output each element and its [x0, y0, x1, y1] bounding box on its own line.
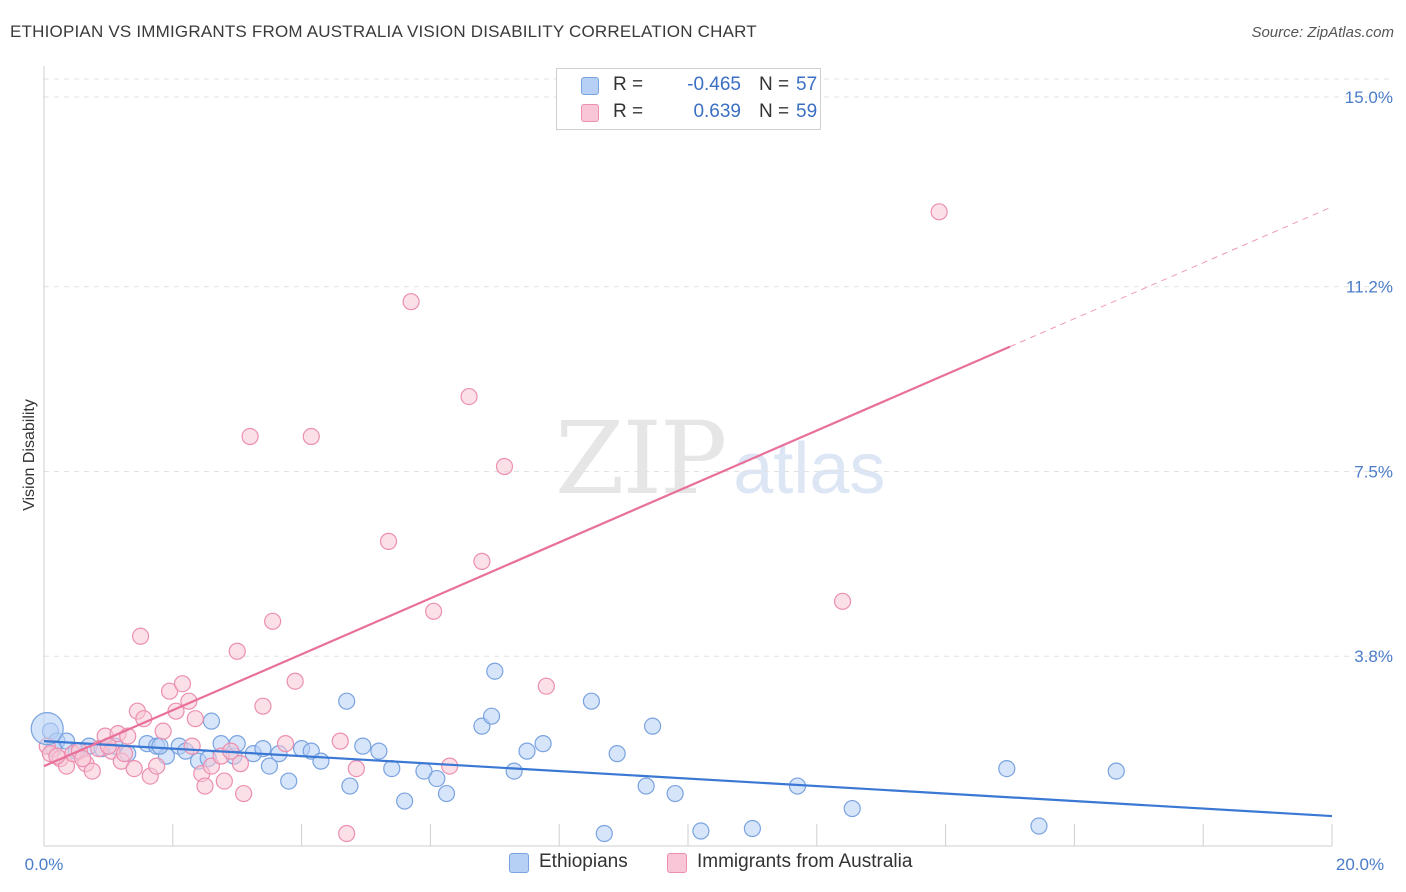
australia-point — [402, 293, 420, 311]
ethiopian-point — [486, 662, 504, 680]
ethiopian-point — [637, 777, 655, 795]
australia-point — [254, 697, 272, 715]
ethiopian-point — [437, 784, 456, 803]
ethiopian-point — [202, 712, 221, 730]
australia-point — [196, 777, 214, 795]
australia-point — [125, 759, 143, 778]
ethiopian-point — [843, 799, 861, 818]
legend-r-value: 0.639 — [693, 101, 741, 122]
ethiopian-point — [338, 692, 356, 710]
y-tick-label: 11.2% — [1346, 278, 1393, 297]
ethiopian-cluster-point — [30, 712, 64, 746]
legend-swatch-pink — [581, 104, 599, 122]
stats-legend: R = -0.465 N = 57 R = 0.639 N = 59 — [556, 68, 821, 130]
ethiopian-point — [1107, 762, 1125, 780]
ethiopian-point — [595, 824, 613, 843]
ethiopian-point — [383, 759, 401, 778]
australia-point — [241, 427, 259, 446]
ethiopian-point — [505, 762, 523, 780]
australia-point — [379, 532, 398, 550]
australia-trend-line — [43, 345, 1011, 768]
bottom-legend-label: Ethiopians — [539, 851, 628, 872]
legend-r-value: -0.465 — [687, 74, 741, 95]
australia-point — [473, 552, 491, 570]
bottom-legend-label: Immigrants from Australia — [697, 851, 913, 872]
australia-point — [930, 203, 948, 221]
ethiopian-point — [312, 752, 330, 770]
australia-trend-extension — [1009, 206, 1333, 348]
watermark-zip: ZIP — [555, 400, 727, 517]
australia-point — [115, 745, 134, 763]
australia-point — [173, 675, 192, 693]
ethiopian-point — [692, 822, 710, 840]
ethiopian-point — [666, 784, 684, 803]
legend-n-label: N = — [759, 74, 790, 95]
australia-point — [302, 427, 320, 446]
australia-point — [148, 757, 166, 775]
australia-point — [183, 737, 201, 755]
ethiopian-point — [396, 792, 414, 810]
bottom-legend-swatch-blue — [509, 853, 529, 873]
australia-point — [495, 457, 514, 476]
ethiopian-point — [370, 742, 388, 760]
ethiopian-point — [643, 717, 662, 735]
australia-point — [286, 672, 304, 690]
ethiopian-point — [998, 759, 1016, 778]
australia-point — [264, 612, 282, 630]
y-tick-label: 7.5% — [1354, 462, 1393, 481]
australia-point — [186, 710, 204, 728]
ethiopian-trend-line — [43, 740, 1333, 818]
bottom-legend-swatch-pink — [667, 853, 687, 873]
watermark: ZIP atlas — [555, 400, 885, 517]
ethiopian-point — [482, 707, 501, 725]
australia-point — [235, 784, 253, 803]
ethiopian-point — [534, 735, 552, 753]
australia-point — [154, 722, 172, 740]
y-tick-label: 3.8% — [1354, 647, 1393, 666]
legend-n-value: 57 — [796, 74, 818, 95]
source-label: Source: ZipAtlas.com — [1251, 24, 1394, 41]
australia-point — [74, 750, 92, 768]
ethiopian-point — [341, 777, 359, 795]
ethiopian-point — [582, 692, 601, 710]
legend-n-value: 59 — [796, 101, 818, 122]
ethiopian-point — [354, 737, 372, 755]
australia-point — [460, 387, 478, 406]
australia-point — [537, 677, 555, 695]
x-tick-label: 0.0% — [25, 855, 64, 874]
australia-point — [331, 732, 349, 750]
ethiopian-point — [428, 769, 446, 788]
legend-r-label: R = — [613, 74, 644, 95]
australia-point — [231, 755, 250, 773]
legend-n-label: N = — [759, 101, 790, 122]
watermark-atlas: atlas — [733, 429, 886, 509]
australia-point — [338, 824, 356, 843]
australia-point — [132, 627, 150, 645]
ethiopian-point — [260, 757, 278, 775]
legend-r-label: R = — [613, 101, 644, 122]
australia-point — [83, 762, 101, 780]
australia-point — [228, 642, 246, 660]
legend-swatch-blue — [581, 77, 599, 95]
x-tick-label: 20.0% — [1336, 855, 1384, 874]
australia-point — [48, 747, 66, 765]
australia-point — [347, 759, 365, 778]
ethiopian-point — [1030, 817, 1048, 835]
australia-point — [833, 592, 852, 610]
y-tick-label: 15.0% — [1345, 88, 1393, 107]
australia-point — [425, 602, 443, 620]
ethiopian-point — [743, 819, 762, 838]
ethiopian-point — [280, 772, 298, 790]
australia-point — [160, 682, 179, 700]
ethiopian-point — [518, 742, 536, 760]
chart-title: ETHIOPIAN VS IMMIGRANTS FROM AUSTRALIA V… — [10, 22, 757, 41]
australia-point — [215, 772, 233, 790]
ethiopian-point — [608, 745, 626, 763]
australia-point — [276, 735, 295, 753]
ethiopian-point — [151, 737, 169, 755]
